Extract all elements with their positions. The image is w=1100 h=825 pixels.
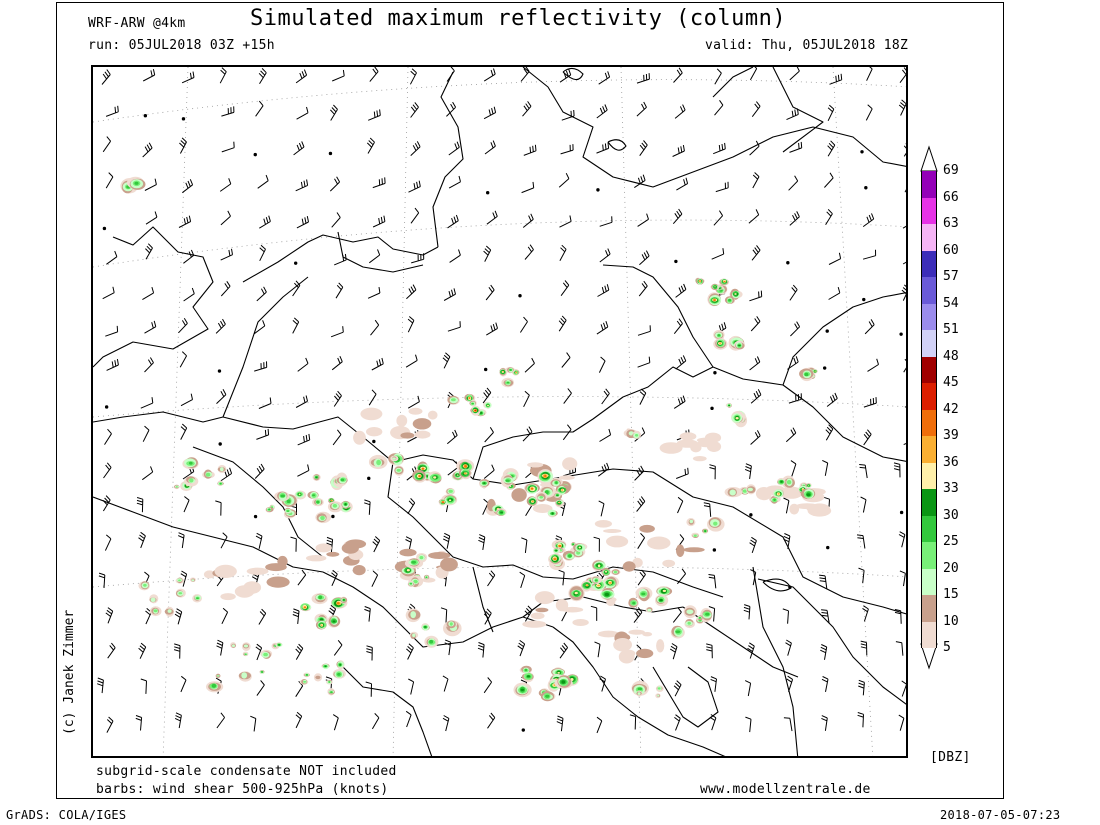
legend-label: 42 [943, 401, 959, 417]
legend-label: 48 [943, 348, 959, 364]
legend-label: 5 [943, 640, 951, 655]
coastlines-and-borders [93, 67, 906, 756]
run-label: run: 05JUL2018 03Z +15h [88, 38, 275, 53]
legend-label: 10 [943, 613, 959, 629]
legend-swatch [921, 224, 937, 251]
legend-unit: [DBZ] [930, 750, 971, 765]
legend-swatch [921, 330, 937, 357]
figure-frame [56, 2, 1004, 799]
legend-swatch [921, 462, 937, 489]
legend-swatch [921, 171, 937, 198]
footer-note-barbs: barbs: wind shear 500-925hPa (knots) [96, 782, 389, 797]
legend-label: 57 [943, 269, 959, 284]
legend-label: 39 [943, 428, 959, 443]
color-legend: 69 66 63 60 57 54 51 48 45 42 39 36 33 30 25 20 15 10 5 [920, 145, 959, 670]
legend-swatch [921, 568, 937, 595]
legend-label: 66 [943, 189, 959, 205]
model-label: WRF-ARW @4km [88, 16, 186, 31]
map-canvas [93, 67, 906, 756]
legend-label: 15 [943, 587, 959, 602]
footer-timestamp: 2018-07-05-07:23 [940, 808, 1061, 822]
legend-swatch [921, 277, 937, 304]
legend-label: 25 [943, 534, 959, 549]
legend-swatch [921, 515, 937, 542]
legend-label: 30 [943, 507, 959, 523]
reflectivity-cells [120, 176, 832, 702]
legend-swatch [921, 409, 937, 436]
legend-label: 45 [943, 375, 959, 390]
legend-label: 54 [943, 295, 959, 311]
wind-shear-barbs [97, 67, 906, 734]
legend-swatch [921, 489, 937, 516]
legend-swatch [921, 250, 937, 277]
legend-label: 60 [943, 242, 959, 258]
legend-label: 51 [943, 322, 959, 337]
legend-label: 33 [943, 481, 959, 496]
footer-grads: GrADS: COLA/IGES [6, 808, 127, 822]
valid-label: valid: Thu, 05JUL2018 18Z [705, 38, 909, 53]
legend-swatch [921, 356, 937, 383]
map-title: Simulated maximum reflectivity (column) [250, 6, 787, 31]
legend-swatch [921, 303, 937, 330]
legend-swatch [921, 621, 937, 648]
legend-swatch [921, 436, 937, 463]
reflectivity-map [91, 65, 908, 758]
legend-label: 20 [943, 560, 959, 576]
legend-swatch [921, 542, 937, 569]
legend-label: 69 [943, 163, 959, 178]
legend-label: 36 [943, 454, 959, 470]
lat-lon-grid [93, 67, 906, 756]
copyright-credit: (c) Janek Zimmer [62, 609, 77, 735]
legend-swatch [921, 595, 937, 622]
footer-note-condensate: subgrid-scale condensate NOT included [96, 764, 397, 779]
legend-swatch [921, 197, 937, 224]
legend-swatch [921, 383, 937, 410]
footer-website: www.modellzentrale.de [700, 782, 871, 797]
legend-label: 63 [943, 216, 959, 231]
